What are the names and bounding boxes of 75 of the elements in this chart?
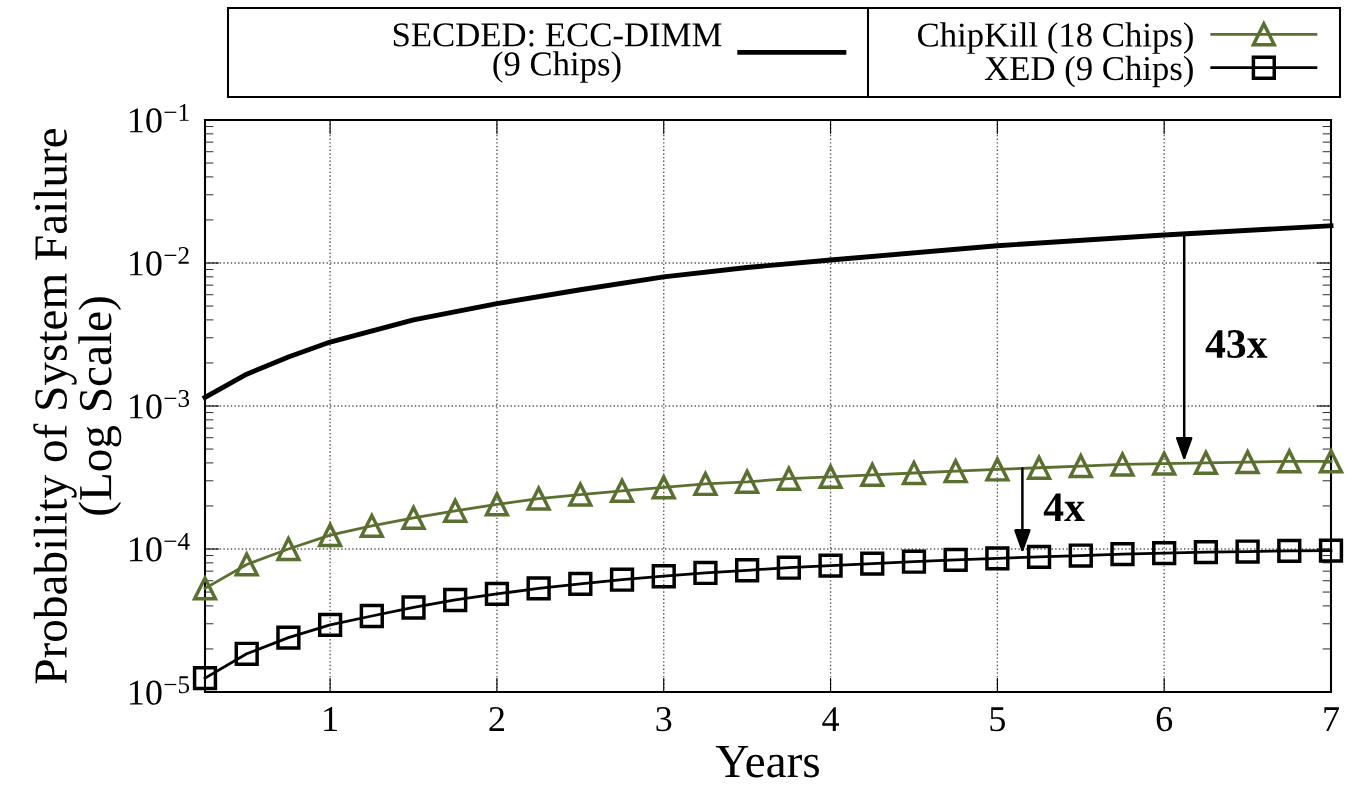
- point: [192, 576, 218, 601]
- point: [526, 486, 551, 511]
- annotation: 43x: [1205, 330, 1268, 359]
- x-axis-title: Years: [715, 746, 819, 778]
- point: [1026, 453, 1053, 480]
- point: [484, 581, 510, 607]
- point: [1110, 452, 1135, 477]
- point: [484, 492, 510, 517]
- point: [1067, 451, 1094, 479]
- point: [692, 469, 719, 497]
- y-tick-label: 10$^{−5}$: [130, 676, 190, 705]
- point: [860, 551, 885, 576]
- point: [817, 462, 844, 489]
- point: [608, 476, 636, 504]
- y-tick-label: 10$^{−2}$: [130, 247, 189, 276]
- annotation: 4x: [1043, 493, 1085, 521]
- point: [526, 576, 551, 601]
- point: [1192, 448, 1219, 476]
- point: [234, 641, 259, 666]
- point: [1234, 447, 1261, 475]
- y-tick-label: 10$^{−1}$: [130, 104, 189, 133]
- point: [358, 511, 385, 539]
- point: [901, 549, 927, 574]
- x-tick-label: 3: [656, 707, 672, 732]
- point: [1026, 544, 1052, 570]
- legend-label: XED (9 Chips): [984, 55, 1193, 88]
- point: [317, 520, 344, 548]
- point: [1152, 541, 1177, 566]
- point: [443, 587, 468, 613]
- y-tick-label: 10$^{−3}$: [130, 390, 190, 419]
- point: [775, 464, 802, 491]
- point: [401, 595, 426, 620]
- point: [1151, 449, 1178, 476]
- point: [943, 547, 968, 572]
- point: [234, 552, 259, 577]
- point: [276, 625, 301, 650]
- point: [442, 496, 469, 523]
- point: [776, 555, 802, 580]
- point: [568, 482, 593, 507]
- point: [1068, 543, 1093, 568]
- point: [985, 457, 1010, 482]
- point: [1277, 538, 1302, 564]
- x-tick-label: 1: [324, 707, 337, 731]
- point: [317, 612, 343, 637]
- x-tick-label: 2: [489, 707, 504, 731]
- y-axis-title: Probability of System Failure (Log Scale): [33, 128, 122, 684]
- legend-label: SECDED: ECC-DIMM (9 Chips): [393, 23, 722, 83]
- point: [818, 553, 843, 578]
- point: [1318, 538, 1344, 563]
- point: [192, 665, 218, 691]
- point: [1318, 449, 1344, 474]
- point: [1277, 449, 1302, 474]
- point: [734, 558, 760, 583]
- point: [859, 460, 886, 488]
- x-tick-label: 5: [990, 707, 1005, 732]
- x-tick-label: 4: [822, 707, 840, 731]
- point: [651, 564, 676, 589]
- point: [985, 546, 1010, 571]
- point: [734, 467, 761, 494]
- point: [900, 458, 928, 486]
- point: [1235, 539, 1260, 564]
- point: [568, 571, 593, 597]
- point: [609, 567, 635, 592]
- point: [651, 475, 676, 500]
- x-tick-label: 6: [1156, 707, 1173, 732]
- y-tick-label: 10$^{−4}$: [130, 533, 190, 562]
- legend-label: ChipKill (18 Chips): [918, 22, 1193, 54]
- point: [1193, 540, 1219, 565]
- x-tick-label: 7: [1324, 707, 1339, 731]
- point: [359, 603, 384, 629]
- point: [400, 503, 427, 531]
- point: [275, 534, 302, 562]
- point: [1110, 542, 1135, 567]
- point: [693, 560, 718, 586]
- point: [943, 459, 968, 484]
